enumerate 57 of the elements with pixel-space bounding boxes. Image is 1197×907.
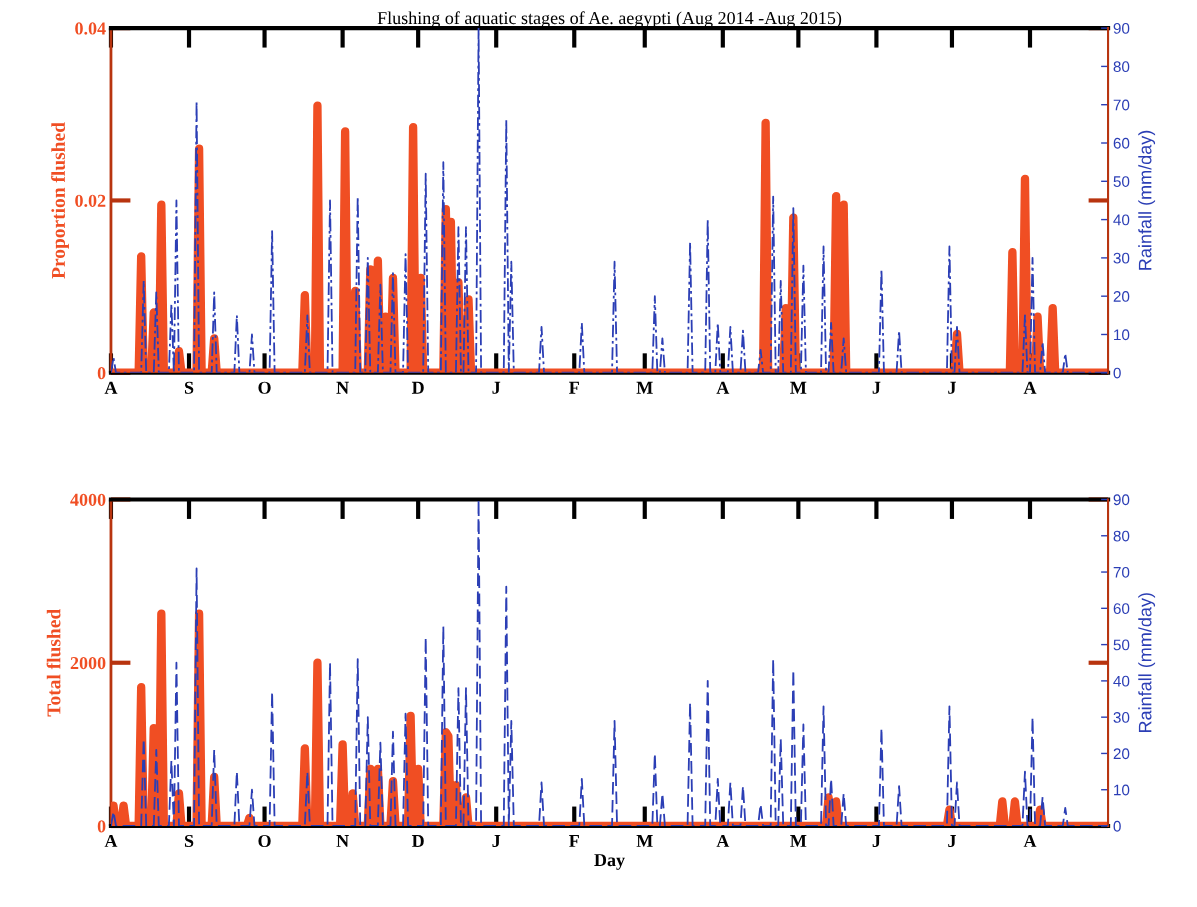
x-tick-label: N (336, 381, 349, 394)
x-tick-label: J (492, 835, 501, 848)
x-tick-label: J (948, 381, 956, 394)
y-tick-label: 4000 (70, 493, 106, 506)
x-tick-label: M (790, 835, 807, 847)
y-axis-title: Proportion flushed (51, 122, 69, 279)
x-tick-label: J (872, 835, 881, 848)
y2-tick-label: 50 (1113, 176, 1130, 187)
x-tick-label: S (184, 381, 194, 394)
x-tick-label: A (1023, 381, 1037, 394)
y2-axis-title: Rainfall (mm/day) (1138, 130, 1156, 270)
x-tick-label: M (636, 381, 653, 394)
y-tick-label: 0.02 (75, 194, 106, 207)
y2-tick-label: 60 (1113, 603, 1130, 615)
y-tick-label: 0 (97, 367, 106, 380)
y2-tick-label: 80 (1113, 530, 1130, 542)
x-tick-label: A (1023, 834, 1037, 847)
y2-tick-label: 30 (1113, 712, 1130, 723)
y2-tick-label: 40 (1113, 214, 1130, 226)
y2-tick-label: 50 (1113, 639, 1130, 651)
y-tick-label: 2000 (70, 657, 106, 670)
y2-tick-label: 30 (1113, 252, 1130, 264)
x-tick-label: D (411, 381, 424, 394)
y2-tick-label: 80 (1113, 61, 1130, 73)
y-tick-label: 0.04 (75, 22, 106, 35)
x-tick-label: J (948, 835, 956, 848)
y2-tick-label: 10 (1114, 329, 1130, 341)
x-tick-label: O (258, 381, 271, 394)
y2-tick-label: 90 (1113, 22, 1130, 34)
x-tick-label: A (104, 381, 118, 394)
x-tick-label: M (790, 381, 807, 394)
y2-tick-label: 10 (1114, 784, 1130, 796)
y2-tick-label: 20 (1113, 291, 1130, 302)
x-axis-title: Day (594, 854, 625, 870)
y2-axis-title: Rainfall (mm/day) (1138, 593, 1156, 732)
y2-tick-label: 70 (1113, 99, 1130, 111)
x-tick-label: D (411, 835, 424, 847)
y-tick-label: 0 (97, 820, 106, 833)
x-tick-label: M (636, 835, 653, 847)
x-tick-label: O (258, 834, 271, 848)
x-tick-label: S (184, 834, 194, 848)
y2-tick-label: 40 (1113, 675, 1130, 687)
y2-tick-label: 60 (1113, 137, 1130, 149)
x-tick-label: J (872, 381, 881, 394)
y2-tick-label: 90 (1113, 494, 1130, 506)
y-axis-title: Total flushed (46, 609, 61, 717)
x-tick-label: A (104, 834, 118, 847)
y2-tick-label: 70 (1113, 566, 1130, 578)
x-tick-label: F (569, 381, 579, 394)
x-tick-label: N (336, 835, 349, 847)
x-tick-label: F (569, 835, 579, 847)
x-tick-label: A (716, 381, 730, 394)
x-tick-label: J (492, 381, 501, 394)
y2-tick-label: 20 (1113, 748, 1130, 760)
x-tick-label: A (716, 834, 730, 847)
y2-tick-label: 0 (1113, 820, 1121, 832)
y2-tick-label: 0 (1113, 367, 1121, 379)
